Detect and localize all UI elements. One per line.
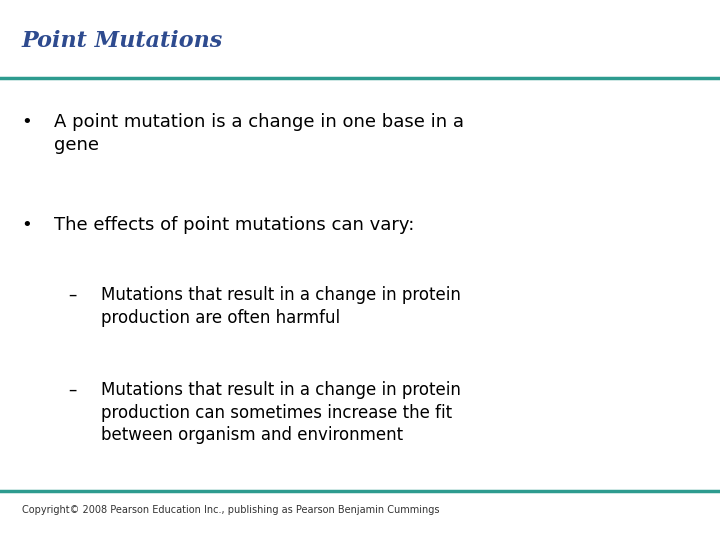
Text: A point mutation is a change in one base in a
gene: A point mutation is a change in one base… (54, 113, 464, 154)
Text: –: – (68, 286, 77, 304)
Text: Mutations that result in a change in protein
production are often harmful: Mutations that result in a change in pro… (101, 286, 461, 327)
Text: The effects of point mutations can vary:: The effects of point mutations can vary: (54, 216, 415, 234)
Text: –: – (68, 381, 77, 399)
Text: Mutations that result in a change in protein
production can sometimes increase t: Mutations that result in a change in pro… (101, 381, 461, 444)
Text: •: • (22, 216, 32, 234)
Text: Copyright© 2008 Pearson Education Inc., publishing as Pearson Benjamin Cummings: Copyright© 2008 Pearson Education Inc., … (22, 505, 439, 515)
Text: Point Mutations: Point Mutations (22, 30, 223, 52)
Text: •: • (22, 113, 32, 131)
